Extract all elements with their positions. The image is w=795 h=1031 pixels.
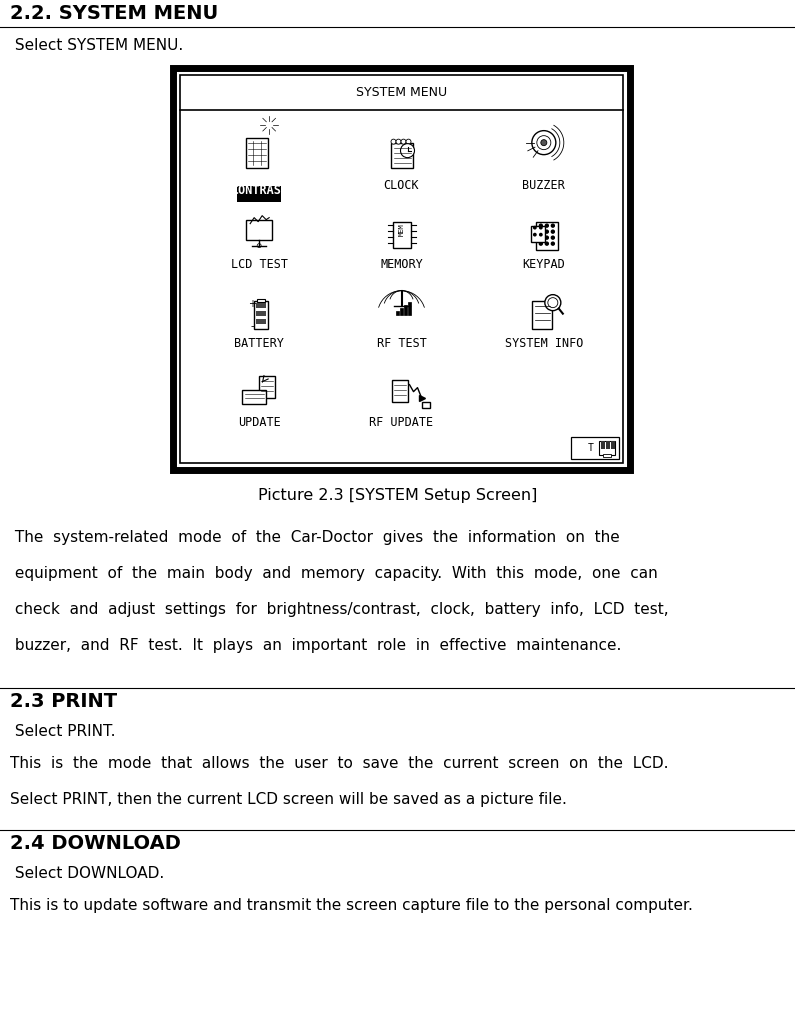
Text: check  and  adjust  settings  for  brightness/contrast,  clock,  battery  info, : check and adjust settings for brightness…: [10, 602, 669, 617]
Text: RF UPDATE: RF UPDATE: [370, 415, 433, 429]
Text: SYSTEM MENU: SYSTEM MENU: [356, 86, 447, 99]
Text: 2.2. SYSTEM MENU: 2.2. SYSTEM MENU: [10, 4, 219, 23]
Circle shape: [539, 224, 542, 227]
Text: +: +: [248, 299, 256, 308]
Text: UPDATE: UPDATE: [238, 415, 281, 429]
Circle shape: [401, 143, 414, 158]
Circle shape: [540, 233, 542, 236]
Bar: [246, 138, 268, 168]
Bar: [404, 304, 406, 314]
Bar: [611, 441, 615, 448]
Text: LCD TEST: LCD TEST: [231, 258, 288, 271]
Text: KEYPAD: KEYPAD: [522, 258, 565, 271]
Bar: [391, 379, 408, 402]
Bar: [390, 142, 413, 168]
Circle shape: [532, 131, 556, 155]
Circle shape: [552, 236, 554, 239]
Bar: [237, 187, 281, 202]
Circle shape: [401, 139, 406, 144]
Circle shape: [539, 236, 542, 239]
Circle shape: [548, 298, 558, 307]
Text: Select PRINT.: Select PRINT.: [10, 724, 115, 739]
Text: The  system-related  mode  of  the  Car-Doctor  gives  the  information  on  the: The system-related mode of the Car-Docto…: [10, 530, 620, 545]
Bar: [257, 299, 266, 302]
Text: equipment  of  the  main  body  and  memory  capacity.  With  this  mode,  one  : equipment of the main body and memory ca…: [10, 566, 657, 581]
Bar: [606, 441, 610, 448]
Circle shape: [540, 227, 542, 229]
Text: 2.4 DOWNLOAD: 2.4 DOWNLOAD: [10, 834, 181, 853]
Text: T: T: [588, 443, 594, 453]
Circle shape: [545, 224, 549, 227]
Text: MEMORY: MEMORY: [380, 258, 423, 271]
Circle shape: [257, 243, 262, 247]
Bar: [571, 437, 619, 459]
Circle shape: [545, 242, 549, 245]
Bar: [242, 390, 266, 404]
Text: CONTRAST: CONTRAST: [231, 184, 288, 197]
Text: buzzer,  and  RF  test.  It  plays  an  important  role  in  effective  maintena: buzzer, and RF test. It plays an importa…: [10, 638, 622, 653]
Bar: [173, 68, 630, 470]
Circle shape: [533, 227, 536, 229]
Bar: [256, 303, 266, 307]
Bar: [421, 402, 429, 407]
Bar: [603, 454, 611, 457]
Text: SYSTEM INFO: SYSTEM INFO: [505, 337, 583, 350]
Bar: [256, 319, 266, 324]
Bar: [246, 220, 272, 239]
Circle shape: [552, 230, 554, 233]
Text: This is to update software and transmit the screen capture file to the personal : This is to update software and transmit …: [10, 898, 693, 913]
Text: Select SYSTEM MENU.: Select SYSTEM MENU.: [10, 38, 184, 53]
Circle shape: [545, 230, 549, 233]
Bar: [408, 302, 410, 314]
Circle shape: [406, 139, 411, 144]
Text: CLOCK: CLOCK: [384, 178, 419, 192]
Circle shape: [545, 236, 549, 239]
Bar: [532, 301, 552, 329]
Bar: [395, 310, 398, 314]
Text: BUZZER: BUZZER: [522, 178, 565, 192]
Bar: [254, 301, 268, 329]
Text: Select DOWNLOAD.: Select DOWNLOAD.: [10, 866, 165, 882]
Text: -: -: [250, 321, 254, 331]
Circle shape: [539, 230, 542, 233]
Circle shape: [396, 139, 401, 144]
Circle shape: [539, 242, 542, 245]
Bar: [256, 310, 266, 315]
Bar: [536, 222, 558, 250]
Bar: [259, 375, 275, 398]
Text: Select PRINT, then the current LCD screen will be saved as a picture file.: Select PRINT, then the current LCD scree…: [10, 792, 567, 807]
Text: RF TEST: RF TEST: [377, 337, 426, 350]
Circle shape: [533, 233, 536, 236]
Text: Picture 2.3 [SYSTEM Setup Screen]: Picture 2.3 [SYSTEM Setup Screen]: [258, 488, 537, 503]
Circle shape: [545, 295, 560, 310]
Bar: [393, 222, 410, 247]
Bar: [601, 441, 605, 448]
Text: BATTERY: BATTERY: [235, 337, 284, 350]
Circle shape: [541, 139, 547, 145]
Text: MEM: MEM: [398, 224, 405, 236]
Text: 2.3 PRINT: 2.3 PRINT: [10, 692, 117, 711]
Circle shape: [537, 136, 551, 149]
Bar: [531, 226, 545, 241]
Circle shape: [391, 139, 396, 144]
Circle shape: [552, 224, 554, 227]
Bar: [599, 441, 615, 455]
Text: This  is  the  mode  that  allows  the  user  to  save  the  current  screen  on: This is the mode that allows the user to…: [10, 756, 669, 771]
Bar: [400, 307, 402, 314]
Bar: [180, 75, 623, 463]
Circle shape: [552, 242, 554, 245]
